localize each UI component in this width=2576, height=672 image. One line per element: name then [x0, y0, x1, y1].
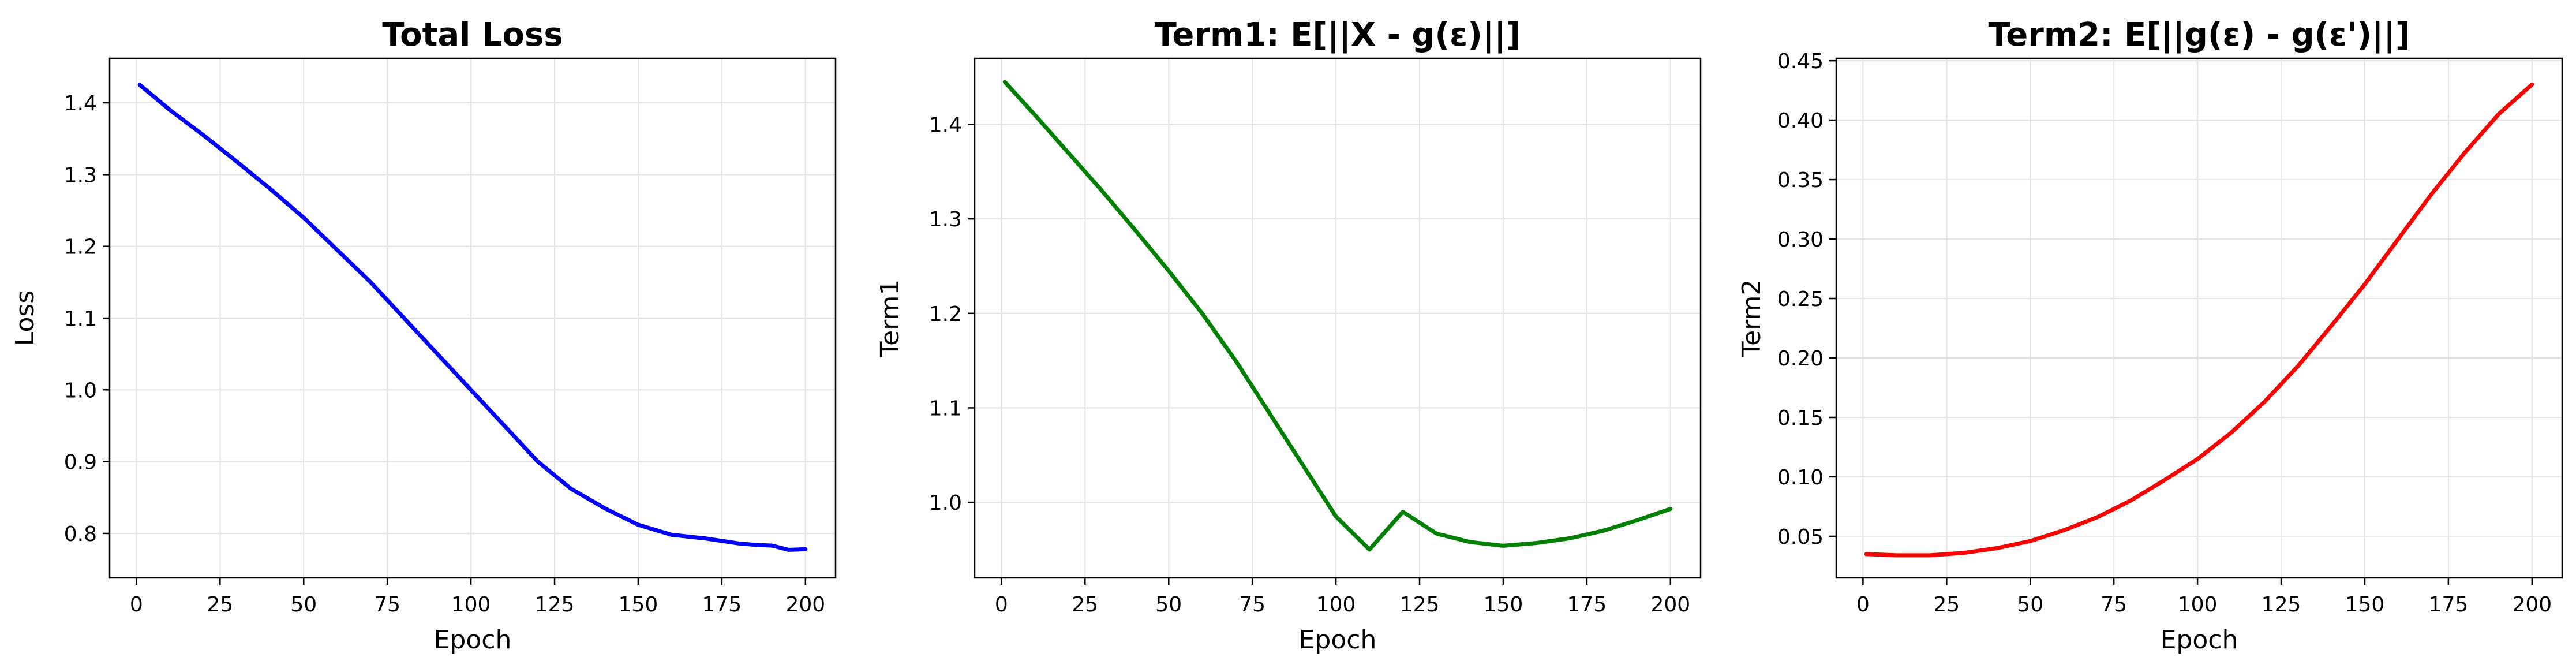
plot-frame	[974, 57, 1702, 579]
x-tick-label: 75	[374, 593, 400, 617]
y-tick-label: 0.25	[1777, 288, 1824, 311]
series-line	[1002, 80, 1673, 552]
x-axis-label: Epoch	[2161, 625, 2238, 655]
x-tick-label: 75	[1239, 593, 1265, 617]
x-tick-label: 25	[1072, 593, 1098, 617]
x-tick-label: 0	[1856, 593, 1870, 617]
x-tick-label: 200	[1650, 593, 1690, 617]
x-tick-label: 200	[785, 593, 825, 617]
x-tick-label: 50	[290, 593, 317, 617]
y-tick-label: 1.2	[64, 236, 97, 259]
y-tick-label: 1.3	[929, 208, 962, 232]
y-tick-label: 0.9	[64, 451, 97, 475]
y-tick-label: 0.8	[64, 522, 97, 546]
chart-title: Term2: E[||g(ε) - g(ε')||]	[1988, 16, 2410, 54]
x-tick-label: 0	[130, 593, 143, 617]
series-line	[1864, 82, 2534, 558]
x-tick-label: 100	[1316, 593, 1356, 617]
series-line	[137, 83, 808, 552]
x-tick-label: 25	[1933, 593, 1960, 617]
chart-title: Term1: E[||X - g(ε)||]	[1155, 16, 1521, 54]
x-tick-label: 175	[702, 593, 742, 617]
y-tick-label: 0.35	[1777, 169, 1824, 192]
y-tick-label: 1.1	[929, 397, 962, 420]
x-tick-label: 75	[2101, 593, 2127, 617]
x-tick-label: 100	[2178, 593, 2218, 617]
y-tick-label: 1.3	[64, 163, 97, 187]
x-tick-label: 150	[1484, 593, 1523, 617]
y-axis-label: Loss	[10, 290, 40, 346]
y-tick-label: 0.15	[1777, 406, 1824, 430]
y-tick-label: 0.40	[1777, 109, 1824, 133]
y-axis-label: Term1	[875, 279, 905, 358]
x-axis-label: Epoch	[1299, 625, 1377, 655]
x-tick-label: 125	[2262, 593, 2301, 617]
x-tick-label: 100	[451, 593, 491, 617]
y-tick-label: 1.0	[64, 379, 97, 402]
y-tick-label: 0.45	[1777, 50, 1824, 73]
plot-frame	[1835, 57, 2563, 579]
x-tick-label: 200	[2512, 593, 2552, 617]
y-tick-label: 1.4	[64, 92, 97, 115]
x-tick-label: 50	[1155, 593, 1182, 617]
chart-panel-3: 0 25 50 75 100 125 150 175 200 0.05 0.10 0.15 0.20 0.…	[1737, 16, 2563, 655]
x-tick-label: 175	[1567, 593, 1607, 617]
y-tick-label: 0.20	[1777, 347, 1824, 371]
chart-panel-2: 0 25 50 75 100 125 150 175 200 1.0 1.1 1.2 1.3 1.4 Ter…	[875, 16, 1702, 655]
chart-title: Total Loss	[382, 16, 563, 54]
x-tick-label: 175	[2429, 593, 2469, 617]
y-axis-label: Term2	[1737, 279, 1766, 358]
y-tick-label: 0.05	[1777, 525, 1824, 549]
x-axis-label: Epoch	[434, 625, 512, 655]
y-tick-label: 1.1	[64, 307, 97, 331]
y-tick-label: 1.2	[929, 303, 962, 326]
x-tick-label: 25	[207, 593, 233, 617]
x-tick-label: 125	[535, 593, 575, 617]
x-tick-label: 125	[1400, 593, 1440, 617]
chart-panel-1: 0 25 50 75 100 125 150 175 200 0.8 0.9 1.0 1.1 1.2 1.3…	[10, 16, 837, 655]
y-tick-label: 1.4	[929, 114, 962, 137]
x-tick-label: 50	[2017, 593, 2043, 617]
x-tick-label: 150	[619, 593, 658, 617]
y-tick-label: 1.0	[929, 491, 962, 515]
x-tick-label: 0	[995, 593, 1008, 617]
y-tick-label: 0.30	[1777, 228, 1824, 252]
x-tick-label: 150	[2345, 593, 2385, 617]
y-tick-label: 0.10	[1777, 466, 1824, 490]
